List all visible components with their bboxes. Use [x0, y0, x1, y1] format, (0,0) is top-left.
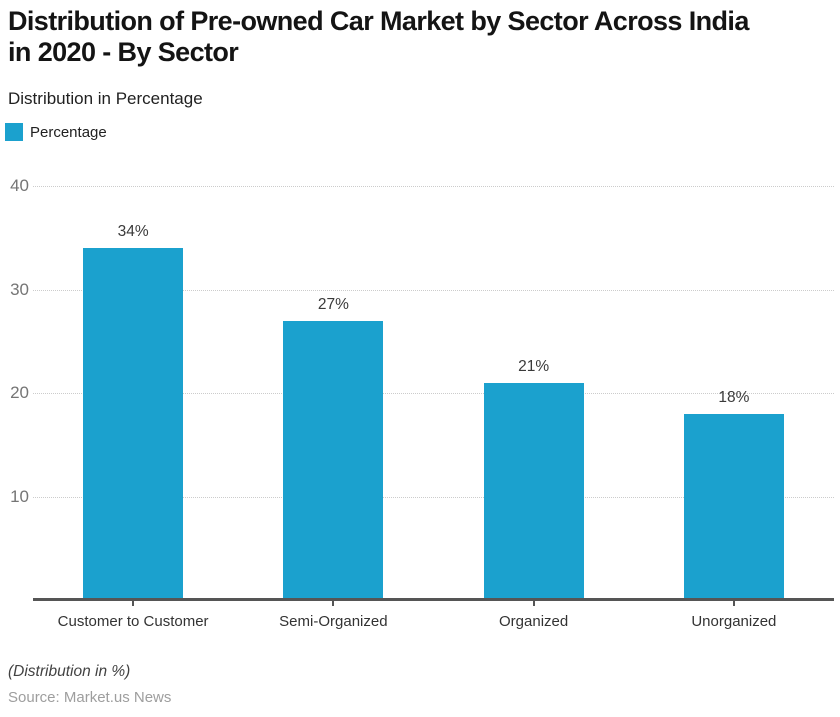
bar-slot: 34%	[33, 186, 233, 600]
x-slot: Unorganized	[634, 601, 834, 630]
legend-swatch-icon	[5, 123, 23, 141]
x-slot: Organized	[434, 601, 634, 630]
bar-semi-organized	[283, 320, 384, 600]
x-tick	[332, 601, 335, 606]
gridline-20	[33, 393, 834, 394]
y-axis-labels: 40 30 20 10	[4, 176, 29, 600]
bar-customer-to-customer	[83, 248, 184, 600]
x-axis-line	[33, 598, 834, 601]
category-label: Organized	[499, 613, 569, 630]
x-slot: Customer to Customer	[33, 601, 233, 630]
y-tick-label-30: 30	[10, 279, 29, 299]
gridline-40	[33, 186, 834, 187]
chart-legend: Percentage	[5, 123, 107, 141]
y-tick-label-40: 40	[10, 176, 29, 195]
y-tick-label-20: 20	[10, 383, 29, 402]
footer-note: (Distribution in %)	[8, 663, 131, 680]
value-label: 21%	[518, 357, 550, 375]
value-label: 27%	[317, 295, 349, 313]
category-label: Semi-Organized	[279, 613, 388, 630]
bars-layer: 34% 27% 21% 18%	[33, 186, 834, 600]
category-label: Unorganized	[691, 613, 777, 630]
chart-title-line2: in 2020 - By Sector	[8, 37, 239, 67]
bar-slot: 21%	[434, 186, 634, 600]
bar-slot: 18%	[634, 186, 834, 600]
y-tick-label-10: 10	[10, 486, 29, 506]
bar-slot: 27%	[233, 186, 433, 600]
bar-organized	[483, 382, 584, 600]
x-axis-area: Customer to Customer Semi-Organized Organi…	[33, 601, 834, 630]
footer-source: Source: Market.us News	[8, 689, 172, 706]
chart-title-line1: Distribution of Pre-owned Car Market by …	[8, 6, 749, 36]
value-label: 34%	[117, 223, 149, 241]
bar-unorganized	[683, 413, 784, 600]
x-tick	[532, 601, 535, 606]
x-tick	[132, 601, 135, 606]
chart-title: Distribution of Pre-owned Car Market by …	[8, 6, 749, 68]
plot-area: 34% 27% 21% 18%	[33, 186, 834, 600]
chart-subtitle: Distribution in Percentage	[8, 89, 203, 108]
gridline-30	[33, 289, 834, 291]
value-label: 18%	[718, 388, 750, 406]
gridline-10	[33, 496, 834, 498]
x-slot: Semi-Organized	[233, 601, 433, 630]
category-label: Customer to Customer	[57, 613, 209, 630]
x-tick	[732, 601, 735, 606]
legend-label: Percentage	[30, 123, 107, 141]
